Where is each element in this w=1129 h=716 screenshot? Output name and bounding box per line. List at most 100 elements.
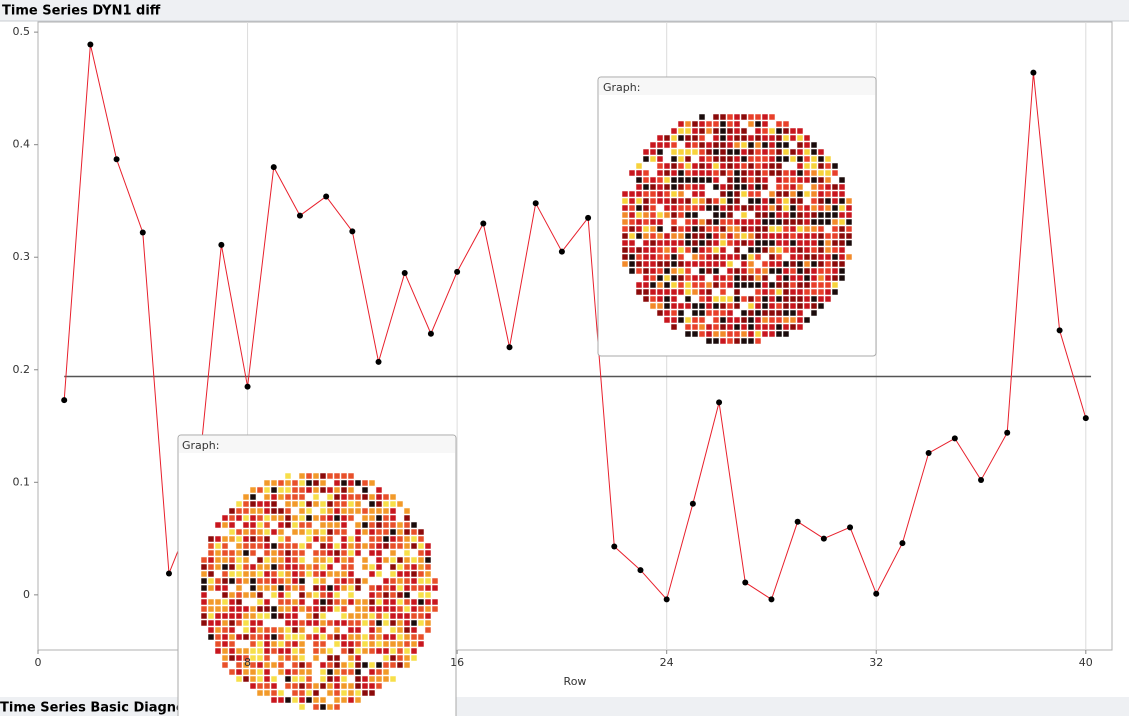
wafer-cell	[719, 120, 727, 128]
wafer-cell	[242, 500, 250, 508]
wafer-cell	[207, 542, 215, 550]
wafer-cell	[270, 486, 278, 494]
wafer-cell	[375, 668, 383, 676]
wafer-cell	[214, 640, 222, 648]
wafer-cell	[726, 176, 734, 184]
point	[847, 524, 854, 531]
wafer-cell	[726, 190, 734, 198]
wafer-cell	[277, 535, 285, 543]
wafer-cell	[698, 232, 706, 240]
wafer-cell	[670, 302, 678, 310]
wafer-cell	[677, 204, 685, 212]
wafer-cell	[207, 598, 215, 606]
wafer-cell	[361, 661, 369, 669]
wafer-cell	[249, 619, 257, 627]
wafer-cell	[354, 549, 362, 557]
wafer-cell	[761, 246, 769, 254]
wafer-cell	[270, 479, 278, 487]
wafer-cell	[789, 162, 797, 170]
wafer-cell	[782, 120, 790, 128]
wafer-cell	[768, 274, 776, 282]
point	[925, 450, 932, 457]
wafer-cell	[824, 281, 832, 289]
wafer-cell	[649, 148, 657, 156]
wafer-cell	[698, 295, 706, 303]
wafer-cell	[214, 521, 222, 529]
wafer-cell	[242, 612, 250, 620]
wafer-cell	[298, 612, 306, 620]
popup-header	[599, 78, 875, 95]
wafer-cell	[312, 668, 320, 676]
wafer-cell	[214, 577, 222, 585]
wafer-cell	[389, 563, 397, 571]
wafer-cell	[782, 155, 790, 163]
wafer-cell	[270, 549, 278, 557]
wafer-cell	[368, 675, 376, 683]
wafer-cell	[410, 570, 418, 578]
popup: Graph:	[177, 434, 457, 716]
wafer-cell	[277, 661, 285, 669]
wafer-cell	[740, 113, 748, 121]
wafer-cell	[277, 472, 285, 480]
wafer-cell	[733, 337, 741, 345]
wafer-cell	[796, 288, 804, 296]
wafer-cell	[754, 155, 762, 163]
wafer-cell	[663, 253, 671, 261]
wafer-cell	[382, 570, 390, 578]
wafer-cell	[228, 563, 236, 571]
wafer-cell	[677, 267, 685, 275]
wafer-cell	[663, 190, 671, 198]
wafer-cell	[242, 528, 250, 536]
wafer-cell	[277, 612, 285, 620]
wafer-cell	[298, 486, 306, 494]
wafer-cell	[221, 619, 229, 627]
wafer-cell	[810, 225, 818, 233]
wafer-cell	[235, 521, 243, 529]
wafer-cell	[663, 141, 671, 149]
wafer-cell	[824, 260, 832, 268]
wafer-cell	[691, 316, 699, 324]
wafer-cell	[291, 472, 299, 480]
wafer-cell	[831, 267, 839, 275]
wafer-cell	[326, 605, 334, 613]
wafer-cell	[747, 274, 755, 282]
wafer-cell	[663, 232, 671, 240]
wafer-cell	[747, 246, 755, 254]
wafer-cell	[340, 528, 348, 536]
wafer-cell	[361, 675, 369, 683]
wafer-cell	[677, 295, 685, 303]
wafer-cell	[270, 626, 278, 634]
wafer-cell	[698, 260, 706, 268]
wafer-cell	[831, 211, 839, 219]
wafer-cell	[410, 605, 418, 613]
wafer-cell	[235, 668, 243, 676]
wafer-cell	[803, 260, 811, 268]
wafer-cell	[403, 528, 411, 536]
wafer-cell	[263, 654, 271, 662]
point	[899, 540, 906, 547]
wafer-cell	[326, 577, 334, 585]
wafer-cell	[333, 500, 341, 508]
wafer-cell	[382, 493, 390, 501]
wafer-cell	[817, 253, 825, 261]
wafer-cell	[305, 542, 313, 550]
wafer-cell	[628, 204, 636, 212]
wafer-cell	[263, 675, 271, 683]
wafer-cell	[333, 584, 341, 592]
wafer-cell	[214, 633, 222, 641]
wafer-cell	[698, 267, 706, 275]
wafer-cell	[789, 281, 797, 289]
wafer-cell	[698, 204, 706, 212]
wafer-cell	[340, 514, 348, 522]
wafer-cell	[677, 288, 685, 296]
wafer-cell	[656, 253, 664, 261]
wafer-cell	[242, 633, 250, 641]
wafer-cell	[726, 155, 734, 163]
wafer-cell	[242, 493, 250, 501]
wafer-cell	[305, 605, 313, 613]
wafer-cell	[838, 253, 846, 261]
wafer-cell	[249, 612, 257, 620]
wafer-cell	[361, 682, 369, 690]
wafer-cell	[747, 162, 755, 170]
wafer-cell	[761, 169, 769, 177]
